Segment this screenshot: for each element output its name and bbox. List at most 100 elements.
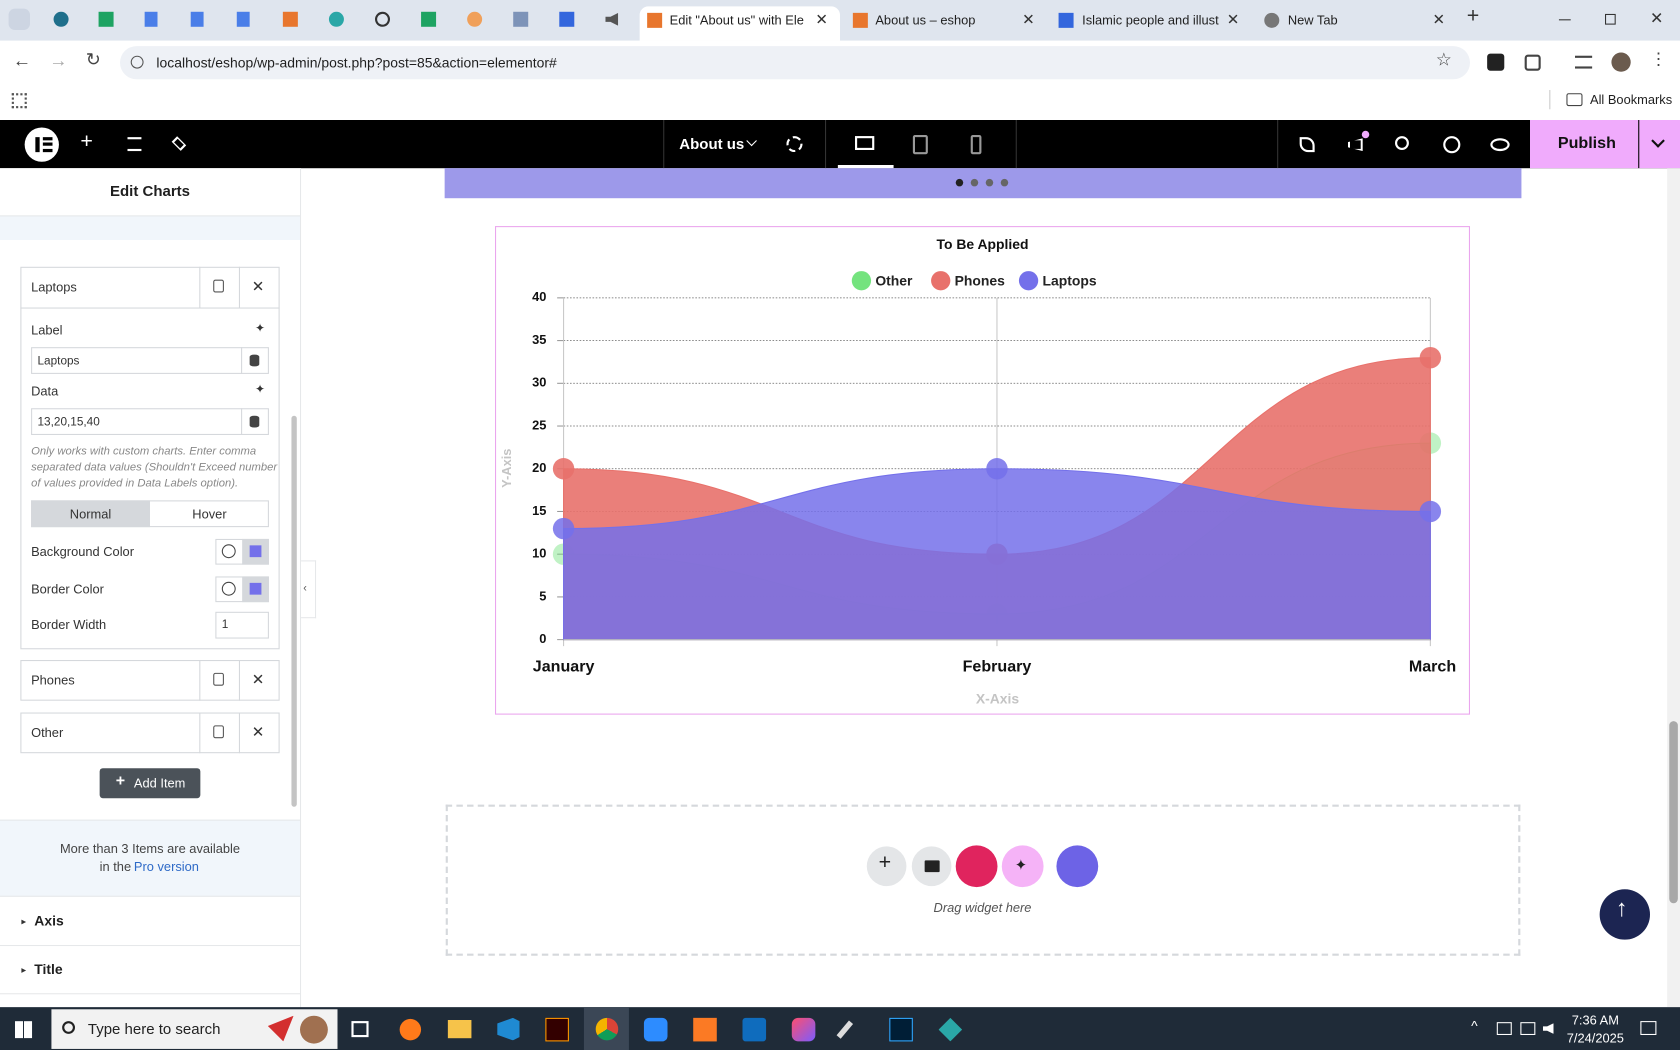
omnibox[interactable] [120,46,1471,80]
illustrator[interactable] [545,1017,569,1042]
panel-toggle[interactable] [301,560,317,619]
clock-time[interactable]: 7:36 AM [1571,1012,1619,1028]
extensions[interactable] [1524,54,1541,71]
chart-widget[interactable] [495,226,1471,715]
vscode[interactable] [497,1017,520,1041]
global-colors[interactable] [221,544,236,559]
pinned-tab[interactable] [98,11,114,27]
pinned-tab[interactable] [513,11,529,27]
duplicate[interactable] [213,672,224,686]
search-box[interactable] [51,1009,338,1049]
global-colors[interactable] [221,581,236,596]
state-tab-active[interactable] [31,500,151,528]
restore[interactable] [1605,13,1616,25]
back-to-top[interactable] [1599,889,1651,940]
site-info[interactable] [130,55,144,69]
tray-overflow[interactable]: ^ [1471,1017,1478,1034]
tablet-view[interactable] [912,135,928,155]
pinned-tab[interactable] [467,11,483,27]
page-name[interactable]: About us [679,135,745,153]
chrome[interactable] [595,1017,619,1041]
remove[interactable]: ✕ [251,670,265,688]
item-title[interactable]: Phones [31,672,75,688]
pinned-tab[interactable] [236,11,250,27]
color-swatch[interactable] [249,582,262,595]
search[interactable] [1395,136,1409,151]
desktop-view[interactable] [855,136,875,151]
section-title[interactable]: Title [34,961,63,978]
pinned-tab[interactable] [53,11,69,27]
network[interactable] [1520,1022,1536,1036]
page-settings[interactable] [786,136,803,153]
creative-cloud[interactable] [791,1017,816,1042]
active-tab[interactable] [639,6,841,41]
new-tab[interactable]: + [1466,4,1480,28]
launch[interactable] [1299,137,1315,153]
slider-dot[interactable] [985,178,994,187]
minimize[interactable] [1558,19,1571,21]
bookmark-star[interactable]: ☆ [1435,49,1453,70]
pinned-tab[interactable] [282,11,298,27]
close-window[interactable]: ✕ [1650,9,1664,28]
ai-button[interactable]: ✦ [255,322,265,336]
reload[interactable]: ↻ [85,49,101,70]
back[interactable]: ← [12,50,32,71]
tab-title[interactable]: Edit "About us" with Elem [669,12,804,28]
add-element[interactable]: + [80,129,93,154]
tab-close[interactable]: ✕ [1022,10,1035,28]
zoom[interactable] [643,1017,668,1042]
preview[interactable] [1490,138,1510,152]
apps[interactable] [11,93,27,109]
ai-button[interactable]: ✦ [255,383,265,397]
state-tab[interactable]: Normal [69,506,112,522]
volume[interactable] [1542,1023,1554,1034]
royal-elementor[interactable] [1056,845,1099,888]
outlook[interactable] [742,1017,767,1042]
task-view[interactable] [351,1021,369,1038]
mobile-view[interactable] [970,135,982,155]
ai-builder[interactable] [1001,845,1044,888]
add-item-label[interactable]: Add Item [133,775,186,791]
start[interactable] [15,1021,33,1039]
all-bookmarks[interactable]: All Bookmarks [1590,92,1673,108]
firefox[interactable] [399,1018,422,1041]
notification-center[interactable] [1640,1021,1657,1036]
color-swatch[interactable] [249,545,262,558]
input-value[interactable]: 1 [221,618,229,632]
publish-options[interactable] [1639,120,1680,169]
tab-search[interactable] [8,8,31,31]
extension[interactable] [1487,53,1505,71]
input-value[interactable]: Laptops [37,354,80,368]
menu[interactable]: ⋮ [1650,50,1668,69]
section-title[interactable]: Axis [34,912,64,929]
pinned-tab[interactable] [190,11,204,27]
site-settings[interactable] [127,137,142,152]
elementskit[interactable] [955,845,998,888]
clock-date[interactable]: 7/24/2025 [1566,1030,1624,1046]
publish-button[interactable] [1530,120,1639,169]
add-section[interactable] [866,846,907,887]
tab-title[interactable]: New Tab [1287,12,1338,28]
xampp[interactable] [693,1017,717,1042]
pinned-tab[interactable] [328,11,344,27]
add-item-button[interactable] [99,768,201,799]
panel-scrollbar[interactable] [291,415,297,807]
slider-dot[interactable] [970,178,979,187]
publish-label[interactable]: Publish [1557,133,1616,153]
url[interactable]: localhost/eshop/wp-admin/post.php?post=8… [156,54,557,71]
number-input[interactable] [215,611,269,639]
pinned-tab[interactable] [144,11,158,27]
slider-dot[interactable] [1000,178,1009,187]
pro-link[interactable]: Pro version [133,859,199,875]
item-title[interactable]: Other [31,725,64,741]
tab-close[interactable]: ✕ [1432,10,1446,28]
state-tab[interactable]: Hover [192,506,227,522]
explorer[interactable] [447,1020,472,1039]
tab-close[interactable]: ✕ [1226,10,1240,28]
tab-close[interactable]: ✕ [815,10,828,28]
elementor-logo[interactable] [24,127,59,162]
pinned-tab[interactable] [559,11,575,27]
item-title[interactable]: Laptops [31,279,77,295]
dynamic-tags[interactable] [249,354,260,367]
remove[interactable]: ✕ [251,723,265,741]
